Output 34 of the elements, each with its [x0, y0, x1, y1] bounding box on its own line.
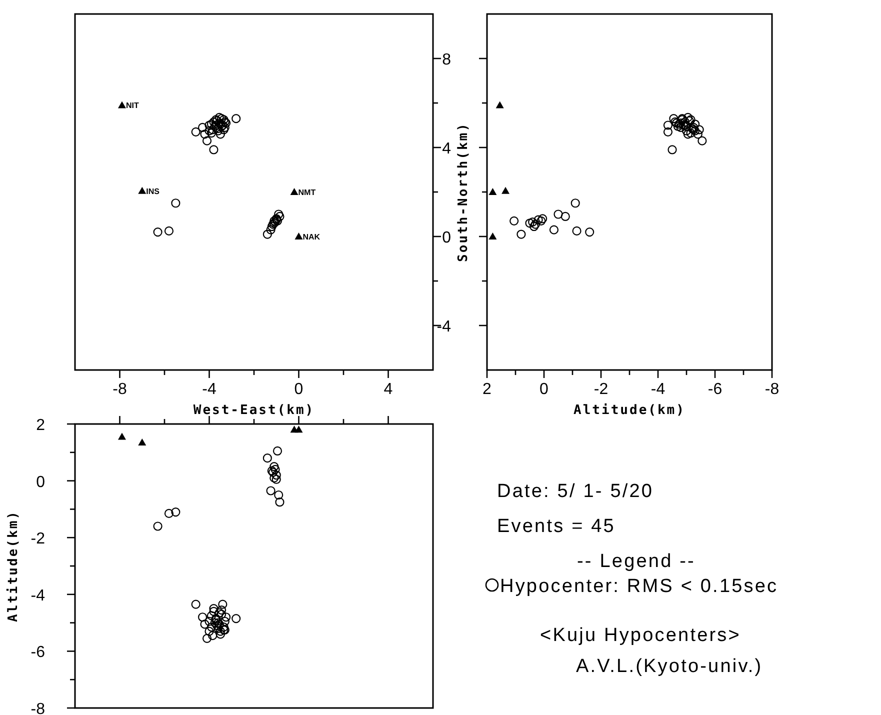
y-tick-label: -4 — [30, 587, 46, 604]
y-tick-label: -8 — [30, 701, 46, 715]
x-axis-title: West-East(km) — [193, 403, 315, 418]
y-tick-label: 4 — [442, 140, 452, 158]
x-tick-label: 4 — [384, 381, 393, 398]
x-tick-label: -8 — [112, 381, 127, 398]
annotation: NAK — [302, 232, 320, 242]
x-tick-label: -2 — [594, 381, 608, 398]
x-tick-label: -8 — [764, 381, 780, 398]
y-axis-title: South-North(km) — [456, 122, 471, 262]
y-tick-label: 0 — [442, 230, 452, 246]
text: Date: 5/ 1- 5/20 — [497, 481, 654, 502]
text: <Kuju Hypocenters> — [540, 625, 741, 646]
y-tick-label: 0 — [36, 474, 46, 491]
y-tick-label: 2 — [36, 417, 46, 434]
text: A.V.L.(Kyoto-univ.) — [576, 656, 763, 677]
annotation: NMT — [298, 188, 316, 197]
y-tick-label: -2 — [30, 530, 46, 548]
x-tick-label: 0 — [294, 381, 304, 398]
annotation: INS — [146, 186, 160, 196]
y-tick-label: -4 — [436, 318, 452, 336]
text: -- Legend -- — [577, 551, 696, 572]
x-tick-label: 0 — [540, 381, 549, 398]
text: Events = 45 — [497, 516, 616, 537]
annotation: NIT — [126, 101, 139, 110]
x-tick-label: -4 — [202, 381, 216, 398]
x-tick-label: 2 — [482, 381, 492, 398]
y-tick-label: -6 — [30, 644, 46, 662]
text: Hypocenter: RMS < 0.15sec — [500, 576, 778, 597]
x-axis-title: Altitude(km) — [574, 403, 686, 418]
x-tick-label: -4 — [650, 381, 666, 398]
y-axis-title: Altitude(km) — [6, 510, 21, 622]
x-tick-label: -6 — [708, 381, 722, 398]
y-tick-label: 8 — [442, 52, 452, 68]
